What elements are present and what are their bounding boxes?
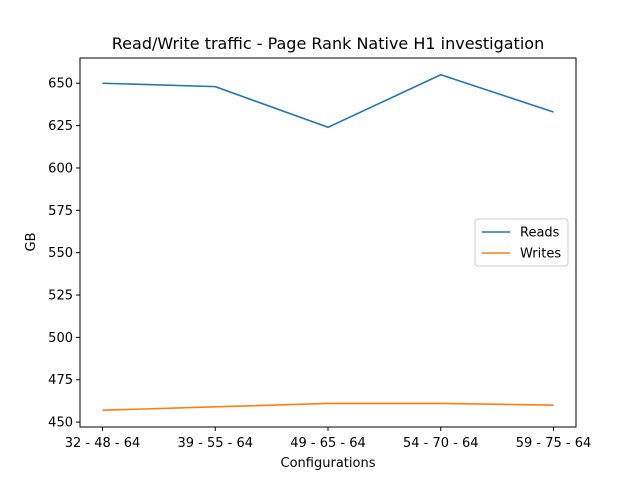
legend-box [474, 218, 569, 267]
x-tick-label: 54 - 70 - 64 [403, 436, 479, 451]
y-tick-label: 525 [48, 289, 73, 304]
legend-label-writes: Writes [520, 247, 561, 262]
y-axis-label: GB [24, 233, 39, 252]
y-tick-label: 475 [48, 373, 73, 388]
x-tick-label: 32 - 48 - 64 [65, 436, 141, 451]
series-line-writes [102, 402, 554, 412]
x-tick-label: 49 - 65 - 64 [290, 436, 366, 451]
y-tick-label: 625 [48, 119, 73, 134]
y-tick-label: 575 [48, 204, 73, 219]
legend: Reads Writes [474, 218, 569, 267]
y-tick-label: 600 [48, 161, 73, 176]
plot-series [102, 73, 554, 412]
chart-title: Read/Write traffic - Page Rank Native H1… [112, 34, 544, 53]
x-tick-label: 59 - 75 - 64 [516, 436, 592, 451]
y-tick-label: 650 [48, 77, 73, 92]
x-axis: 32 - 48 - 64 39 - 55 - 64 49 - 65 - 64 54 -… [65, 427, 592, 451]
y-tick-label: 550 [48, 246, 73, 261]
x-tick-label: 39 - 55 - 64 [177, 436, 253, 451]
x-axis-label: Configurations [281, 456, 376, 471]
series-line-reads [102, 73, 554, 129]
y-tick-label: 500 [48, 331, 73, 346]
y-tick-label: 450 [48, 416, 73, 431]
plot-frame [79, 57, 577, 428]
y-axis: 450 475 500 525 550 575 600 625 650 [48, 77, 80, 431]
legend-label-reads: Reads [520, 226, 560, 241]
